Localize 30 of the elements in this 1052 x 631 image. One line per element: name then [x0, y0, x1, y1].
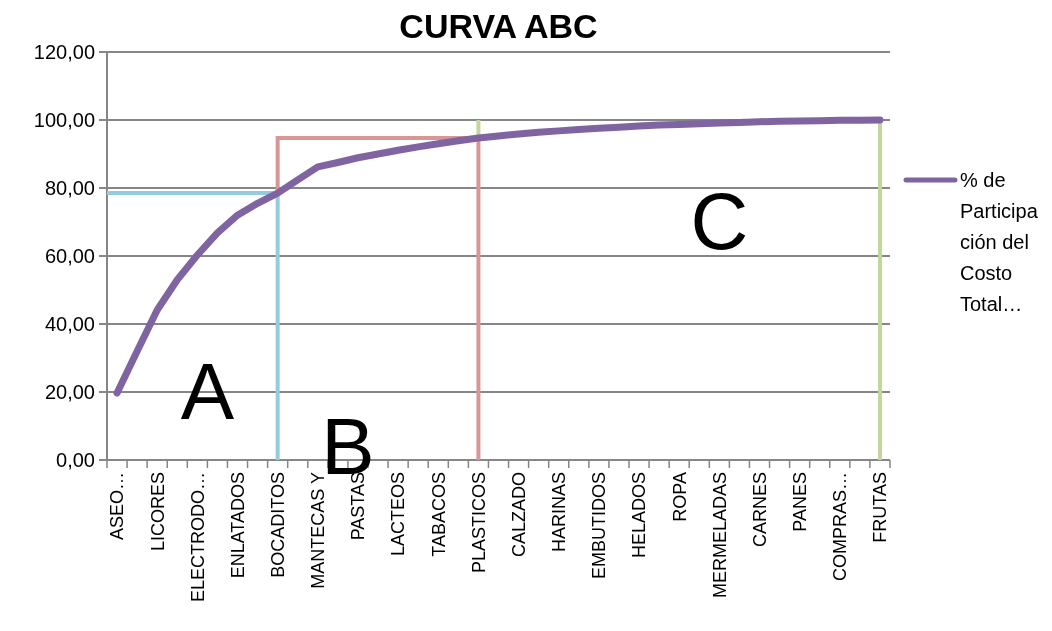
x-tick-label: FRUTAS	[870, 472, 891, 543]
x-tick-label: ASEO…	[107, 472, 128, 541]
x-tick-label: HELADOS	[629, 472, 650, 559]
x-tick-label: PLASTICOS	[468, 472, 489, 574]
x-tick-label: ENLATADOS	[227, 472, 248, 579]
x-tick-label: MANTECAS Y	[308, 472, 329, 589]
y-tick-label: 40,00	[44, 313, 95, 335]
x-tick-label: HARINAS	[549, 472, 570, 553]
x-tick-label: ELECTRODO…	[187, 472, 208, 603]
legend-label: % de Participación del Costo Total…	[960, 169, 1039, 315]
annotation: C	[690, 177, 749, 267]
x-tick-label: PANES	[789, 472, 810, 532]
x-tick-label: BOCADITOS	[267, 472, 288, 578]
y-tick-label: 80,00	[44, 177, 95, 199]
y-tick-label: 0,00	[56, 449, 95, 471]
x-tick-label: LICORES	[147, 472, 168, 552]
x-tick-label: CARNES	[749, 472, 770, 548]
chart-title: CURVA ABC	[399, 7, 598, 45]
x-tick-label: TABACOS	[428, 472, 449, 557]
y-tick-label: 20,00	[44, 381, 95, 403]
x-tick-label: COMPRAS…	[830, 472, 851, 582]
x-tick-label: EMBUTIDOS	[589, 472, 610, 580]
x-tick-label: MERMELADAS	[709, 472, 730, 599]
y-tick-label: 100,00	[33, 109, 95, 131]
x-tick-label: LACTEOS	[388, 472, 409, 557]
y-tick-label: 60,00	[44, 245, 95, 267]
annotation: A	[180, 347, 235, 437]
x-tick-label: ROPA	[669, 472, 690, 522]
y-tick-label: 120,00	[33, 41, 95, 63]
x-tick-label: CALZADO	[508, 472, 529, 558]
